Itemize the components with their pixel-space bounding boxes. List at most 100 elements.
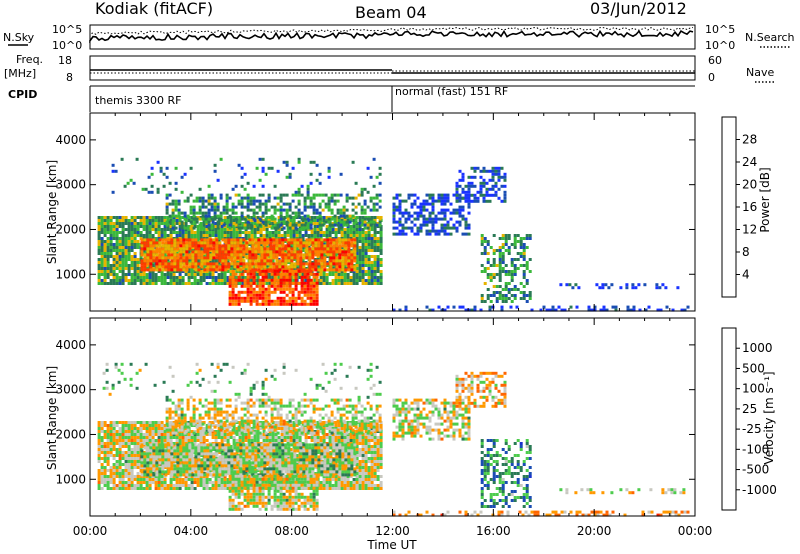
data-cell bbox=[136, 225, 140, 228]
data-cell bbox=[215, 268, 219, 272]
data-cell bbox=[320, 244, 324, 248]
data-cell bbox=[109, 243, 113, 246]
data-cell bbox=[297, 211, 301, 215]
data-cell bbox=[355, 246, 359, 249]
data-cell bbox=[151, 439, 155, 442]
data-cell bbox=[257, 265, 261, 269]
data-cell bbox=[241, 255, 245, 258]
data-cell bbox=[202, 264, 206, 267]
data-cell bbox=[275, 247, 279, 251]
colorbar-tick-label: 28 bbox=[742, 133, 757, 147]
data-cell bbox=[163, 466, 167, 469]
data-cell bbox=[522, 243, 526, 246]
data-cell bbox=[352, 234, 356, 237]
data-cell bbox=[148, 282, 152, 285]
data-cell bbox=[358, 255, 362, 258]
data-cell bbox=[206, 259, 210, 263]
data-cell bbox=[199, 433, 203, 436]
data-cell bbox=[366, 223, 370, 227]
data-cell bbox=[510, 300, 514, 303]
data-cell bbox=[331, 279, 335, 282]
data-cell bbox=[142, 478, 146, 481]
data-cell bbox=[170, 265, 174, 269]
data-cell bbox=[358, 231, 362, 234]
data-cell bbox=[349, 279, 353, 282]
data-cell bbox=[262, 228, 266, 231]
data-cell bbox=[150, 184, 154, 188]
data-cell bbox=[489, 246, 493, 249]
data-cell bbox=[498, 273, 502, 276]
data-cell bbox=[154, 276, 158, 279]
data-cell bbox=[185, 238, 189, 242]
data-cell bbox=[127, 469, 131, 472]
data-cell bbox=[461, 305, 465, 309]
data-cell bbox=[327, 166, 331, 170]
data-cell bbox=[245, 262, 249, 266]
data-cell bbox=[297, 296, 301, 300]
data-cell bbox=[154, 487, 158, 490]
data-cell bbox=[124, 481, 128, 484]
data-cell bbox=[208, 421, 212, 424]
data-cell bbox=[260, 238, 264, 242]
data-cell bbox=[121, 484, 125, 487]
data-cell bbox=[237, 293, 241, 297]
data-cell bbox=[227, 238, 231, 242]
data-cell bbox=[504, 240, 508, 243]
data-cell bbox=[470, 199, 474, 203]
data-cell bbox=[249, 208, 253, 212]
data-cell bbox=[143, 256, 147, 260]
data-cell bbox=[149, 265, 153, 269]
data-cell bbox=[278, 268, 282, 272]
data-cell bbox=[242, 253, 246, 257]
data-cell bbox=[286, 228, 290, 231]
data-cell bbox=[109, 421, 113, 424]
data-cell bbox=[335, 268, 339, 272]
data-cell bbox=[303, 208, 307, 212]
data-cell bbox=[302, 256, 306, 260]
data-cell bbox=[488, 308, 492, 312]
data-cell bbox=[312, 160, 316, 164]
data-cell bbox=[376, 282, 380, 285]
data-cell bbox=[497, 166, 501, 170]
data-cell bbox=[275, 253, 279, 257]
data-cell bbox=[513, 264, 517, 267]
data-cell bbox=[285, 299, 289, 303]
data-cell bbox=[243, 217, 247, 221]
data-cell bbox=[194, 241, 198, 245]
data-cell bbox=[118, 433, 122, 436]
data-cell bbox=[109, 228, 113, 231]
data-cell bbox=[178, 427, 182, 430]
data-cell bbox=[202, 469, 206, 472]
data-cell bbox=[103, 264, 107, 267]
data-cell bbox=[190, 475, 194, 478]
data-cell bbox=[292, 219, 296, 222]
data-cell bbox=[143, 244, 147, 248]
data-cell bbox=[507, 246, 511, 249]
data-cell bbox=[196, 279, 200, 282]
data-cell bbox=[136, 279, 140, 282]
data-cell bbox=[317, 247, 321, 251]
data-cell bbox=[364, 216, 368, 219]
data-cell bbox=[473, 184, 477, 188]
data-cell bbox=[239, 262, 243, 266]
data-cell bbox=[115, 222, 119, 225]
data-cell bbox=[213, 217, 217, 221]
data-cell bbox=[467, 205, 471, 209]
data-cell bbox=[486, 276, 490, 279]
data-cell bbox=[199, 481, 203, 484]
data-cell bbox=[269, 247, 273, 251]
data-cell bbox=[331, 231, 335, 234]
data-cell bbox=[443, 226, 447, 230]
data-cell bbox=[281, 250, 285, 254]
data-cell bbox=[121, 276, 125, 279]
data-cell bbox=[118, 249, 122, 252]
data-cell bbox=[238, 219, 242, 222]
data-cell bbox=[199, 279, 203, 282]
data-cell bbox=[194, 259, 198, 263]
data-cell bbox=[248, 259, 252, 263]
data-cell bbox=[196, 433, 200, 436]
data-cell bbox=[109, 439, 113, 442]
data-cell bbox=[130, 439, 134, 442]
data-cell bbox=[127, 279, 131, 282]
data-cell bbox=[195, 199, 199, 203]
